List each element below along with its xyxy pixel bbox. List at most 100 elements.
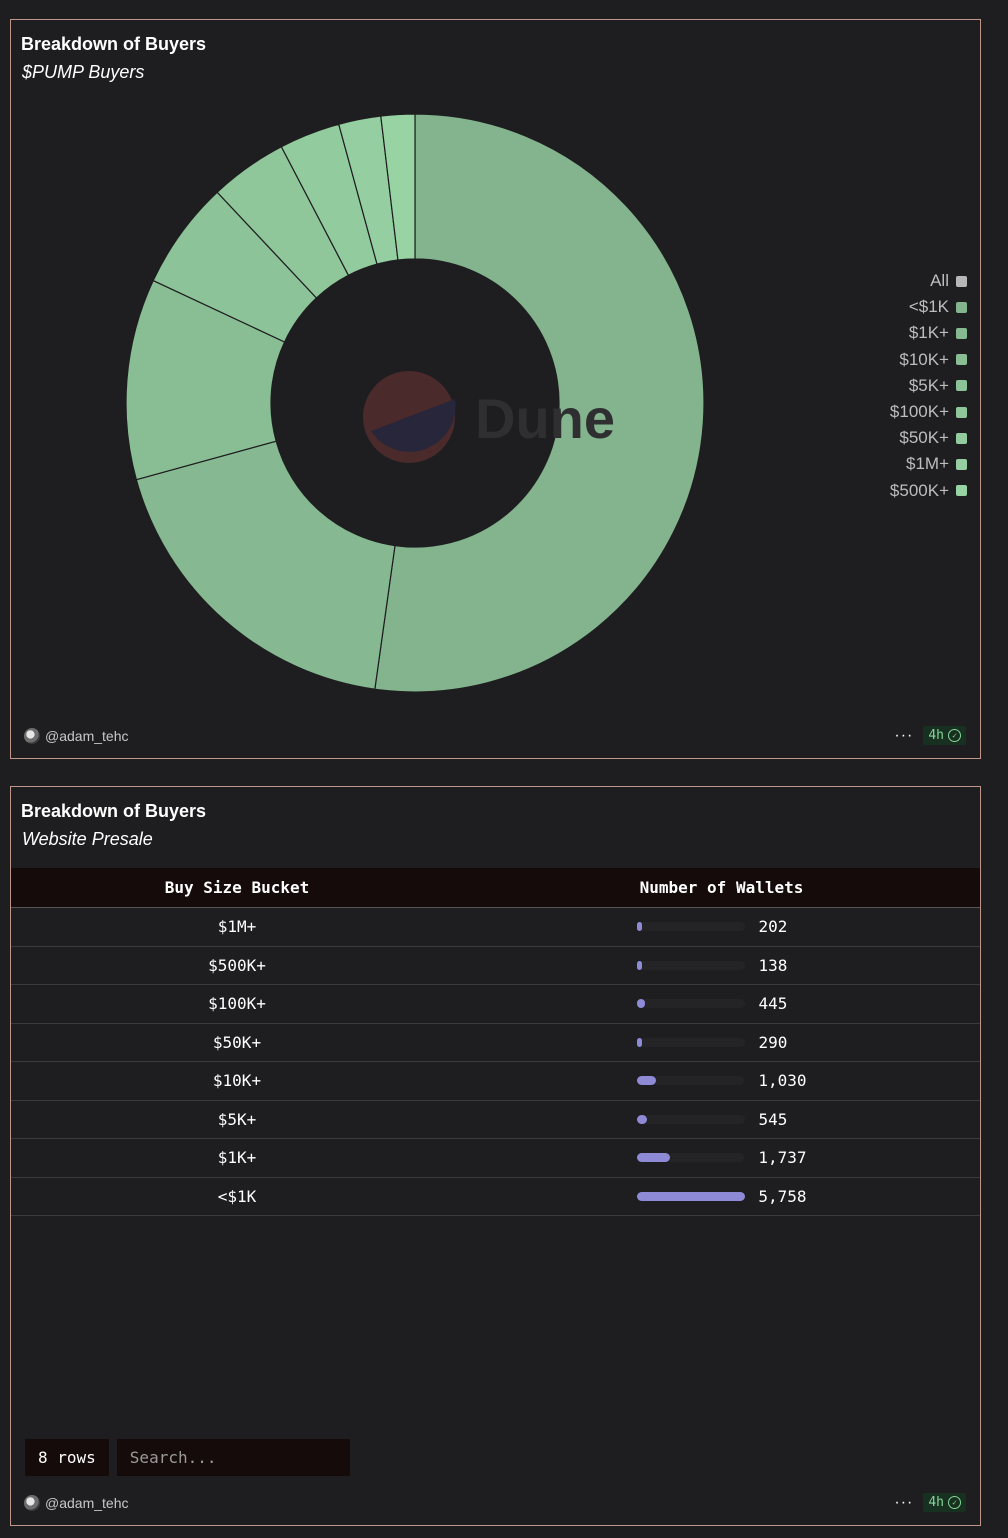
legend-item[interactable]: $100K+	[890, 399, 967, 425]
legend-label: $50K+	[899, 428, 949, 448]
table-row[interactable]: $10K+ 1,030	[11, 1062, 980, 1101]
bucket-cell: $1K+	[217, 1148, 257, 1168]
wallets-cell: 545	[463, 1110, 980, 1129]
pie-slice[interactable]	[380, 113, 416, 261]
table-row[interactable]: $50K+ 290	[11, 1024, 980, 1062]
wallets-value: 5,758	[758, 1186, 807, 1206]
search-input[interactable]	[116, 1439, 350, 1476]
wallets-bar-track	[636, 1076, 745, 1086]
legend-swatch	[956, 354, 967, 366]
legend-item[interactable]: $50K+	[899, 425, 967, 451]
table-row[interactable]: <$1K 5,758	[11, 1178, 980, 1216]
wallets-bar	[636, 999, 645, 1009]
avatar	[24, 1495, 40, 1511]
wallets-bar	[636, 1114, 647, 1124]
panel-actions: ··· 4h ✓	[894, 1493, 966, 1512]
wallets-bar	[636, 1153, 670, 1163]
refresh-status-badge[interactable]: 4h ✓	[923, 1493, 966, 1512]
table-row[interactable]: $100K+ 445	[11, 985, 980, 1024]
legend-item[interactable]: $10K+	[899, 347, 967, 373]
table-header: Buy Size Bucket Number of Wallets	[11, 868, 980, 908]
wallets-bar-track	[636, 1191, 745, 1201]
refresh-status-badge[interactable]: 4h ✓	[923, 726, 966, 745]
wallets-value: 445	[758, 994, 788, 1014]
bucket-cell: $1M+	[217, 917, 257, 937]
legend-swatch	[956, 380, 967, 392]
refresh-age: 4h	[928, 1495, 944, 1510]
more-options-icon[interactable]: ···	[894, 1493, 914, 1511]
refresh-age: 4h	[928, 728, 944, 743]
more-options-icon[interactable]: ···	[894, 726, 914, 744]
wallets-value: 1,737	[758, 1148, 807, 1168]
wallets-cell: 202	[463, 917, 980, 936]
legend-label: $500K+	[889, 480, 949, 500]
check-circle-icon: ✓	[948, 729, 961, 742]
check-circle-icon: ✓	[948, 1496, 961, 1509]
wallets-bar-track	[636, 960, 745, 970]
chart-legend: All <$1K $1K+ $10K+ $5K+ $100K+ $50K+ $1M+ $500K…	[890, 268, 967, 504]
legend-swatch	[956, 432, 967, 444]
legend-label: $1K+	[908, 323, 949, 343]
legend-item[interactable]: $1M+	[906, 451, 967, 477]
table-panel: Breakdown of Buyers Website Presale Buy …	[10, 786, 981, 1526]
wallets-cell: 445	[463, 994, 980, 1013]
bucket-cell: $10K+	[212, 1071, 262, 1091]
chart-subtitle: $PUMP Buyers	[22, 62, 145, 82]
wallets-bar-track	[636, 922, 745, 932]
wallets-bar	[636, 1076, 656, 1086]
wallets-value: 202	[758, 917, 788, 937]
legend-label: $5K+	[908, 375, 949, 395]
wallets-bar	[636, 1037, 642, 1047]
table-title: Breakdown of Buyers	[21, 801, 207, 821]
dune-logo-shade	[371, 399, 456, 452]
wallets-value: 138	[758, 955, 788, 975]
legend-swatch	[956, 275, 967, 287]
bucket-cell: $500K+	[208, 955, 266, 975]
table-row[interactable]: $500K+ 138	[11, 947, 980, 985]
legend-item[interactable]: <$1K	[909, 294, 967, 320]
legend-label: $10K+	[899, 349, 949, 369]
legend-label: All	[930, 271, 949, 291]
column-header-bucket[interactable]: Buy Size Bucket	[164, 878, 310, 897]
panel-actions: ··· 4h ✓	[894, 726, 966, 745]
table-row[interactable]: $5K+ 545	[11, 1101, 980, 1139]
wallets-value: 1,030	[758, 1071, 807, 1091]
table-row[interactable]: $1M+ 202	[11, 908, 980, 947]
avatar	[24, 728, 40, 744]
author-name: @adam_tehc	[45, 728, 129, 744]
author-link[interactable]: @adam_tehc	[24, 728, 128, 744]
row-count: 8 rows	[25, 1439, 109, 1476]
table-subtitle: Website Presale	[22, 829, 153, 849]
legend-label: $100K+	[889, 402, 949, 422]
pie-slice[interactable]	[374, 113, 705, 693]
wallets-cell: 1,737	[463, 1148, 980, 1167]
wallets-bar-track	[636, 999, 745, 1009]
table-body: $1M+ 202 $500K+ 138 $100K+ 445 $50K+ 290 $10K+ 1,…	[11, 908, 980, 1216]
wallets-value: 290	[758, 1032, 788, 1052]
wallets-bar	[636, 922, 642, 932]
data-table: Buy Size Bucket Number of Wallets $1M+ 20…	[11, 868, 980, 1216]
table-controls: 8 rows	[25, 1439, 350, 1476]
dune-wordmark: Dune	[475, 387, 615, 450]
bucket-cell: $100K+	[208, 994, 266, 1014]
author-link[interactable]: @adam_tehc	[24, 1495, 128, 1511]
table-row[interactable]: $1K+ 1,737	[11, 1139, 980, 1178]
column-header-wallets[interactable]: Number of Wallets	[463, 878, 980, 897]
bucket-cell: $50K+	[212, 1032, 262, 1052]
legend-item[interactable]: $500K+	[890, 478, 967, 504]
legend-item[interactable]: $1K+	[909, 320, 967, 346]
legend-swatch	[956, 301, 967, 313]
wallets-cell: 138	[463, 956, 980, 975]
chart-title: Breakdown of Buyers	[21, 34, 207, 54]
wallets-cell: 1,030	[463, 1071, 980, 1090]
wallets-cell: 290	[463, 1033, 980, 1052]
legend-item[interactable]: All	[930, 268, 967, 294]
bucket-cell: <$1K	[217, 1186, 257, 1206]
wallets-cell: 5,758	[463, 1187, 980, 1206]
legend-swatch	[956, 406, 967, 418]
legend-item[interactable]: $5K+	[909, 373, 967, 399]
wallets-value: 545	[758, 1109, 788, 1129]
pie-slice[interactable]	[135, 440, 396, 690]
donut-chart: Dune	[125, 113, 705, 693]
column-header-wallets-label: Number of Wallets	[639, 878, 804, 897]
